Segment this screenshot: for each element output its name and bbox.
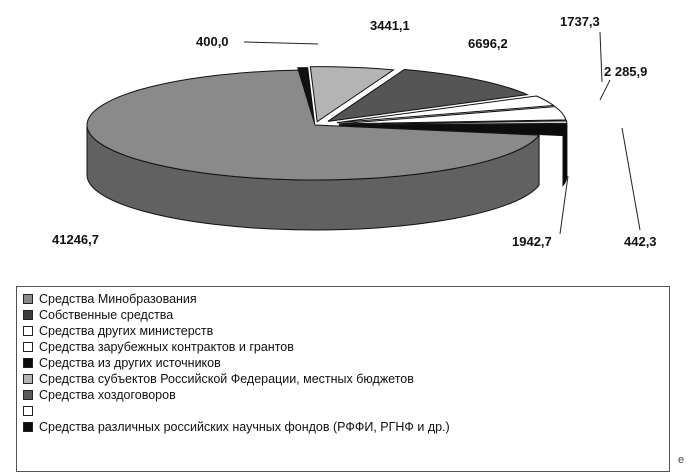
legend-swatch: [23, 326, 33, 336]
legend-item: Средства из других источников: [23, 355, 663, 371]
leader-line: [559, 175, 569, 235]
legend-swatch: [23, 406, 33, 416]
leader-line: [599, 31, 603, 83]
pie-chart: 41246,7 400,0 3441,1 6696,2 1737,3 2 285,9 194…: [52, 14, 657, 249]
legend-label: Средства из других источников: [39, 356, 221, 370]
legend-item: Средства субъектов Российской Федерации,…: [23, 371, 663, 387]
legend-swatch: [23, 358, 33, 368]
data-label: 41246,7: [52, 232, 99, 247]
legend-label: Средства хоздоговоров: [39, 388, 176, 402]
legend-label: Средства субъектов Российской Федерации,…: [39, 372, 414, 386]
legend-swatch: [23, 342, 33, 352]
data-label: 6696,2: [468, 36, 508, 51]
legend-label: Средства Минобразования: [39, 292, 197, 306]
legend-swatch: [23, 294, 33, 304]
data-label: 1737,3: [560, 14, 600, 29]
data-label: 1942,7: [512, 234, 552, 249]
legend-item: Средства различных российских научных фо…: [23, 419, 663, 435]
legend-swatch: [23, 374, 33, 384]
legend-label: Средства различных российских научных фо…: [39, 420, 450, 434]
pie-slice: [86, 69, 541, 181]
pie-slice: [338, 123, 568, 137]
legend-swatch: [23, 310, 33, 320]
legend-label: Средства зарубежных контрактов и грантов: [39, 340, 294, 354]
data-label: 400,0: [196, 34, 229, 49]
edge-text: e: [678, 454, 685, 466]
legend-label: Средства других министерств: [39, 324, 214, 338]
legend-item: Средства других министерств: [23, 323, 663, 339]
data-label: 442,3: [624, 234, 657, 249]
data-label: 3441,1: [370, 18, 410, 33]
pie-slice: [309, 66, 395, 123]
legend-item: Средства зарубежных контрактов и грантов: [23, 339, 663, 355]
leader-line: [621, 127, 641, 231]
pie-slice: [327, 68, 530, 122]
leader-line: [599, 79, 611, 101]
legend-swatch: [23, 390, 33, 400]
legend-item: Собственные средства: [23, 307, 663, 323]
legend-swatch: [23, 422, 33, 432]
legend-item: [23, 403, 663, 419]
legend-item: Средства Минобразования: [23, 291, 663, 307]
pie-slice: [338, 106, 567, 125]
chart-legend: Средства Минобразования Собственные средс…: [16, 286, 670, 472]
leader-line: [243, 41, 319, 45]
legend-item: Средства хоздоговоров: [23, 387, 663, 403]
pie-slice: [336, 95, 555, 124]
legend-label: Собственные средства: [39, 308, 174, 322]
data-label: 2 285,9: [604, 64, 647, 79]
pie-slice: [338, 120, 568, 126]
